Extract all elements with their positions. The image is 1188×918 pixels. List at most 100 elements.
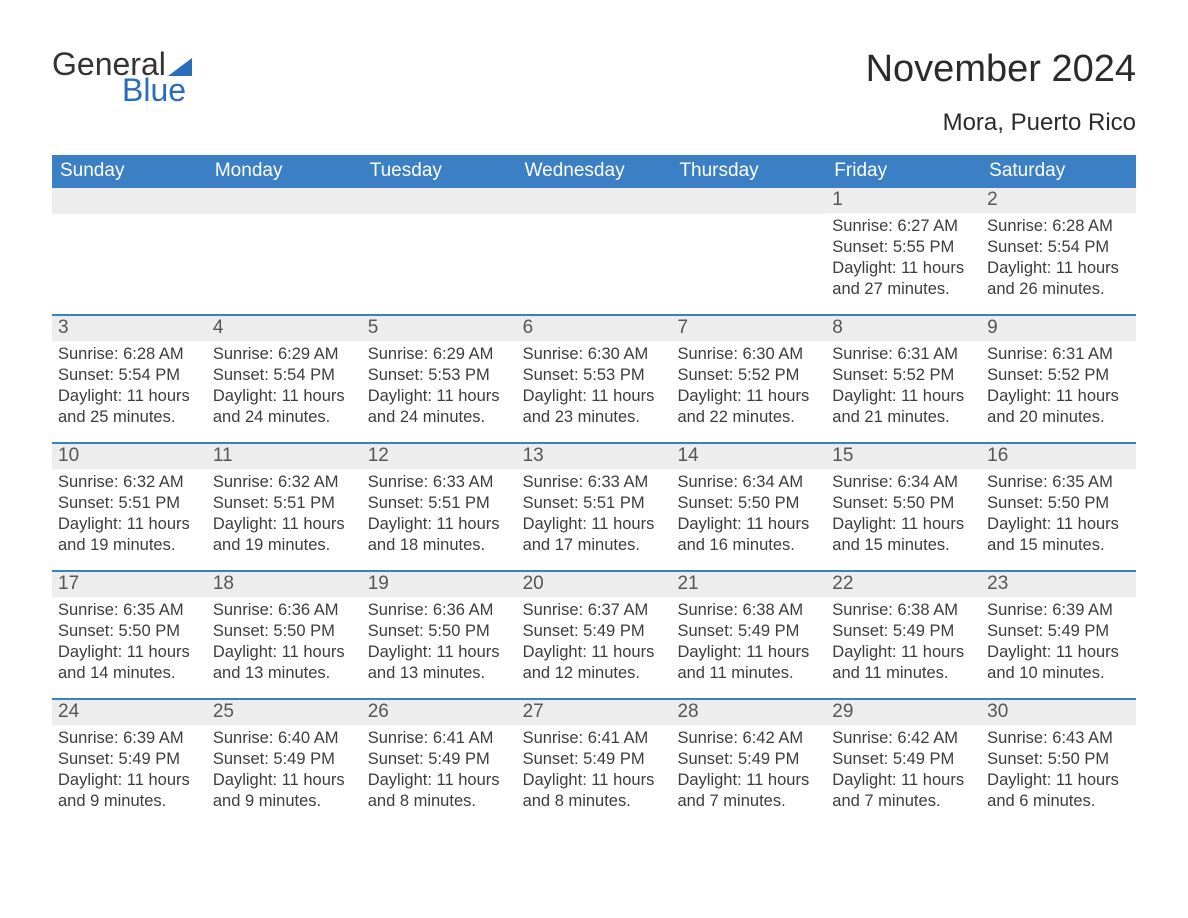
calendar-cell: 2Sunrise: 6:28 AMSunset: 5:54 PMDaylight… xyxy=(981,188,1136,314)
day-details: Sunrise: 6:42 AMSunset: 5:49 PMDaylight:… xyxy=(826,725,981,818)
sunset-text: Sunset: 5:53 PM xyxy=(368,365,511,386)
calendar-cell: 19Sunrise: 6:36 AMSunset: 5:50 PMDayligh… xyxy=(362,572,517,698)
calendar-cell: 15Sunrise: 6:34 AMSunset: 5:50 PMDayligh… xyxy=(826,444,981,570)
sunrise-text: Sunrise: 6:36 AM xyxy=(213,600,356,621)
calendar-body: 1Sunrise: 6:27 AMSunset: 5:55 PMDaylight… xyxy=(52,188,1136,826)
daylight-text: Daylight: 11 hours and 27 minutes. xyxy=(832,258,975,300)
page-header: General Blue November 2024 Mora, Puerto … xyxy=(52,48,1136,137)
sunrise-text: Sunrise: 6:42 AM xyxy=(677,728,820,749)
daylight-text: Daylight: 11 hours and 17 minutes. xyxy=(523,514,666,556)
day-details: Sunrise: 6:32 AMSunset: 5:51 PMDaylight:… xyxy=(52,469,207,562)
day-number: 2 xyxy=(981,188,1136,213)
title-block: November 2024 Mora, Puerto Rico xyxy=(866,48,1136,137)
day-header: Thursday xyxy=(671,155,826,188)
page-title: November 2024 xyxy=(866,48,1136,91)
sunset-text: Sunset: 5:49 PM xyxy=(677,749,820,770)
calendar-cell: 20Sunrise: 6:37 AMSunset: 5:49 PMDayligh… xyxy=(517,572,672,698)
daylight-text: Daylight: 11 hours and 10 minutes. xyxy=(987,642,1130,684)
calendar-cell: 21Sunrise: 6:38 AMSunset: 5:49 PMDayligh… xyxy=(671,572,826,698)
sunrise-text: Sunrise: 6:28 AM xyxy=(987,216,1130,237)
daylight-text: Daylight: 11 hours and 11 minutes. xyxy=(832,642,975,684)
daylight-text: Daylight: 11 hours and 12 minutes. xyxy=(523,642,666,684)
day-details: Sunrise: 6:42 AMSunset: 5:49 PMDaylight:… xyxy=(671,725,826,818)
day-details: Sunrise: 6:36 AMSunset: 5:50 PMDaylight:… xyxy=(362,597,517,690)
daylight-text: Daylight: 11 hours and 15 minutes. xyxy=(987,514,1130,556)
calendar-cell: 13Sunrise: 6:33 AMSunset: 5:51 PMDayligh… xyxy=(517,444,672,570)
sunrise-text: Sunrise: 6:31 AM xyxy=(987,344,1130,365)
sunrise-text: Sunrise: 6:32 AM xyxy=(213,472,356,493)
daylight-text: Daylight: 11 hours and 13 minutes. xyxy=(213,642,356,684)
day-number xyxy=(52,188,207,214)
sunset-text: Sunset: 5:49 PM xyxy=(368,749,511,770)
daylight-text: Daylight: 11 hours and 8 minutes. xyxy=(368,770,511,812)
daylight-text: Daylight: 11 hours and 9 minutes. xyxy=(213,770,356,812)
day-details: Sunrise: 6:32 AMSunset: 5:51 PMDaylight:… xyxy=(207,469,362,562)
calendar-page: General Blue November 2024 Mora, Puerto … xyxy=(0,0,1188,856)
sunset-text: Sunset: 5:54 PM xyxy=(987,237,1130,258)
calendar-cell: 5Sunrise: 6:29 AMSunset: 5:53 PMDaylight… xyxy=(362,316,517,442)
sunrise-text: Sunrise: 6:42 AM xyxy=(832,728,975,749)
sunrise-text: Sunrise: 6:30 AM xyxy=(523,344,666,365)
calendar-cell: 12Sunrise: 6:33 AMSunset: 5:51 PMDayligh… xyxy=(362,444,517,570)
day-number: 8 xyxy=(826,316,981,341)
sunset-text: Sunset: 5:51 PM xyxy=(58,493,201,514)
day-number: 14 xyxy=(671,444,826,469)
day-number: 20 xyxy=(517,572,672,597)
calendar-cell: 18Sunrise: 6:36 AMSunset: 5:50 PMDayligh… xyxy=(207,572,362,698)
sunset-text: Sunset: 5:51 PM xyxy=(213,493,356,514)
day-number: 5 xyxy=(362,316,517,341)
day-details: Sunrise: 6:35 AMSunset: 5:50 PMDaylight:… xyxy=(52,597,207,690)
daylight-text: Daylight: 11 hours and 7 minutes. xyxy=(832,770,975,812)
sunrise-text: Sunrise: 6:27 AM xyxy=(832,216,975,237)
day-details: Sunrise: 6:33 AMSunset: 5:51 PMDaylight:… xyxy=(362,469,517,562)
sunrise-text: Sunrise: 6:35 AM xyxy=(58,600,201,621)
sunset-text: Sunset: 5:54 PM xyxy=(213,365,356,386)
logo-text-blue: Blue xyxy=(122,74,192,106)
calendar-cell: 4Sunrise: 6:29 AMSunset: 5:54 PMDaylight… xyxy=(207,316,362,442)
calendar-cell: 6Sunrise: 6:30 AMSunset: 5:53 PMDaylight… xyxy=(517,316,672,442)
day-details: Sunrise: 6:41 AMSunset: 5:49 PMDaylight:… xyxy=(517,725,672,818)
calendar-week: 17Sunrise: 6:35 AMSunset: 5:50 PMDayligh… xyxy=(52,570,1136,698)
day-header: Monday xyxy=(207,155,362,188)
day-header: Tuesday xyxy=(362,155,517,188)
day-details: Sunrise: 6:27 AMSunset: 5:55 PMDaylight:… xyxy=(826,213,981,306)
sunrise-text: Sunrise: 6:43 AM xyxy=(987,728,1130,749)
sunset-text: Sunset: 5:50 PM xyxy=(677,493,820,514)
calendar-cell: 26Sunrise: 6:41 AMSunset: 5:49 PMDayligh… xyxy=(362,700,517,826)
day-number: 29 xyxy=(826,700,981,725)
day-header: Saturday xyxy=(981,155,1136,188)
sunrise-text: Sunrise: 6:35 AM xyxy=(987,472,1130,493)
daylight-text: Daylight: 11 hours and 7 minutes. xyxy=(677,770,820,812)
sunrise-text: Sunrise: 6:36 AM xyxy=(368,600,511,621)
calendar-cell: 28Sunrise: 6:42 AMSunset: 5:49 PMDayligh… xyxy=(671,700,826,826)
calendar-week: 10Sunrise: 6:32 AMSunset: 5:51 PMDayligh… xyxy=(52,442,1136,570)
location-label: Mora, Puerto Rico xyxy=(866,109,1136,137)
sunrise-text: Sunrise: 6:39 AM xyxy=(987,600,1130,621)
sunset-text: Sunset: 5:50 PM xyxy=(987,493,1130,514)
daylight-text: Daylight: 11 hours and 21 minutes. xyxy=(832,386,975,428)
daylight-text: Daylight: 11 hours and 11 minutes. xyxy=(677,642,820,684)
calendar-cell: 1Sunrise: 6:27 AMSunset: 5:55 PMDaylight… xyxy=(826,188,981,314)
day-details: Sunrise: 6:28 AMSunset: 5:54 PMDaylight:… xyxy=(52,341,207,434)
sunset-text: Sunset: 5:49 PM xyxy=(677,621,820,642)
daylight-text: Daylight: 11 hours and 13 minutes. xyxy=(368,642,511,684)
sunset-text: Sunset: 5:50 PM xyxy=(987,749,1130,770)
calendar-cell: 16Sunrise: 6:35 AMSunset: 5:50 PMDayligh… xyxy=(981,444,1136,570)
day-number: 4 xyxy=(207,316,362,341)
day-number: 19 xyxy=(362,572,517,597)
calendar-cell: 24Sunrise: 6:39 AMSunset: 5:49 PMDayligh… xyxy=(52,700,207,826)
calendar-cell xyxy=(207,188,362,314)
sunset-text: Sunset: 5:50 PM xyxy=(213,621,356,642)
sunrise-text: Sunrise: 6:33 AM xyxy=(368,472,511,493)
day-details: Sunrise: 6:38 AMSunset: 5:49 PMDaylight:… xyxy=(671,597,826,690)
sunset-text: Sunset: 5:49 PM xyxy=(832,621,975,642)
day-details: Sunrise: 6:43 AMSunset: 5:50 PMDaylight:… xyxy=(981,725,1136,818)
day-number: 26 xyxy=(362,700,517,725)
day-details: Sunrise: 6:34 AMSunset: 5:50 PMDaylight:… xyxy=(671,469,826,562)
sunrise-text: Sunrise: 6:38 AM xyxy=(832,600,975,621)
day-number: 13 xyxy=(517,444,672,469)
day-details: Sunrise: 6:31 AMSunset: 5:52 PMDaylight:… xyxy=(826,341,981,434)
daylight-text: Daylight: 11 hours and 8 minutes. xyxy=(523,770,666,812)
daylight-text: Daylight: 11 hours and 9 minutes. xyxy=(58,770,201,812)
sunrise-text: Sunrise: 6:28 AM xyxy=(58,344,201,365)
